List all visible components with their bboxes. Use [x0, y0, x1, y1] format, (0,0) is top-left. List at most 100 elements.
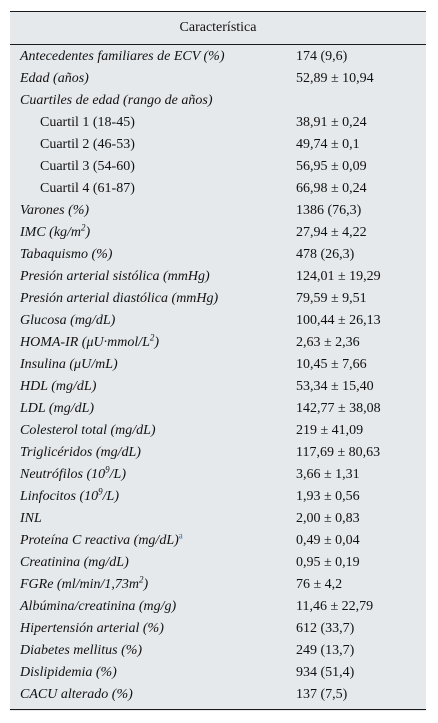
row-value: 478 (26,3) — [296, 247, 355, 262]
table-row: Varones (%) 1386 (76,3) — [10, 200, 426, 222]
row-label: IMC (kg/m2) — [10, 223, 285, 241]
row-label-text: HOMA-IR (μU·mmol/L — [20, 335, 150, 350]
row-label: Edad (años) — [20, 71, 89, 86]
row-value: 56,95 ± 0,09 — [296, 159, 367, 174]
row-value: 52,89 ± 10,94 — [296, 71, 374, 86]
table-row: HOMA-IR (μU·mmol/L2) 2,63 ± 2,36 — [10, 332, 426, 354]
footnote-link[interactable]: a — [178, 530, 183, 541]
superscript: 9 — [98, 486, 103, 497]
row-label: Hipertensión arterial (%) — [20, 621, 164, 636]
header-rule — [10, 44, 426, 45]
table-row: Cuartil 1 (18-45) 38,91 ± 0,24 — [10, 112, 426, 134]
row-label-text: FGRe (ml/min/1,73m — [20, 577, 139, 592]
row-value: 53,34 ± 15,40 — [296, 379, 374, 394]
row-value: 79,59 ± 9,51 — [296, 291, 367, 306]
row-value: 1,93 ± 0,56 — [296, 489, 360, 504]
row-label-suffix: ) — [154, 335, 160, 350]
row-value: 0,95 ± 0,19 — [296, 555, 360, 570]
row-label: Dislipidemia (%) — [20, 665, 117, 680]
row-label: Triglicéridos (mg/dL) — [20, 445, 141, 460]
row-value: 10,45 ± 7,66 — [296, 357, 367, 372]
row-value: 76 ± 4,2 — [296, 577, 343, 592]
row-label: Albúmina/creatinina (mg/g) — [20, 599, 177, 614]
row-label: Neutrófilos (109/L) — [10, 464, 285, 483]
row-label: Proteína C reactiva (mg/dL)a — [10, 530, 285, 549]
table-row: Albúmina/creatinina (mg/g) 11,46 ± 22,79 — [10, 596, 426, 618]
characteristics-table: Característica Antecedentes familiares d… — [10, 11, 426, 711]
table-row: Triglicéridos (mg/dL) 117,69 ± 80,63 — [10, 442, 426, 464]
row-label-suffix: ) — [143, 577, 149, 592]
table-row: Cuartiles de edad (rango de años) — [10, 90, 426, 112]
row-value: 219 ± 41,09 — [296, 423, 364, 438]
row-label-suffix: /L) — [102, 489, 120, 504]
table-row: Presión arterial sistólica (mmHg) 124,01 … — [10, 266, 426, 288]
row-label: Presión arterial diastólica (mmHg) — [20, 291, 219, 306]
table-row: Dislipidemia (%) 934 (51,4) — [10, 662, 426, 684]
superscript: 2 — [149, 332, 155, 343]
bottom-rule — [10, 709, 426, 710]
row-label: FGRe (ml/min/1,73m2) — [10, 575, 285, 593]
row-value: 2,00 ± 0,83 — [296, 511, 360, 526]
row-value: 27,94 ± 4,22 — [296, 225, 367, 240]
row-value: 100,44 ± 26,13 — [296, 313, 381, 328]
row-label: Varones (%) — [20, 203, 90, 218]
row-value: 3,66 ± 1,31 — [296, 467, 360, 482]
row-label: Cuartil 3 (54-60) — [40, 159, 135, 174]
row-label-text: Proteína C reactiva (mg/dL) — [20, 533, 179, 548]
row-label: LDL (mg/dL) — [20, 401, 95, 416]
table-row: Presión arterial diastólica (mmHg) 79,59 … — [10, 288, 426, 310]
row-value: 934 (51,4) — [296, 665, 355, 680]
row-label: Cuartil 1 (18-45) — [40, 115, 135, 130]
row-label: Presión arterial sistólica (mmHg) — [20, 269, 210, 284]
row-value: 142,77 ± 38,08 — [296, 401, 381, 416]
top-rule — [10, 11, 426, 12]
row-label-text: Neutrófilos (10 — [20, 467, 106, 482]
table-row: Glucosa (mg/dL) 100,44 ± 26,13 — [10, 310, 426, 332]
row-value: 124,01 ± 19,29 — [296, 269, 381, 284]
row-value: 249 (13,7) — [296, 643, 355, 658]
row-label: Cuartil 4 (61-87) — [40, 181, 135, 196]
header-title: Característica — [179, 20, 257, 35]
row-label: Tabaquismo (%) — [20, 247, 113, 262]
row-label: Creatinina (mg/dL) — [20, 555, 129, 570]
table-row: INL 2,00 ± 0,83 — [10, 508, 426, 530]
row-label: INL — [20, 511, 42, 526]
table-row: CACU alterado (%) 137 (7,5) — [10, 684, 426, 706]
table-row: HDL (mg/dL) 53,34 ± 15,40 — [10, 376, 426, 398]
row-label: CACU alterado (%) — [20, 687, 133, 702]
table-row: Diabetes mellitus (%) 249 (13,7) — [10, 640, 426, 662]
table-header: Característica — [10, 12, 426, 44]
row-value: 38,91 ± 0,24 — [296, 115, 367, 130]
superscript: 9 — [105, 464, 110, 475]
table-row: Edad (años) 52,89 ± 10,94 — [10, 68, 426, 90]
table-row: Hipertensión arterial (%) 612 (33,7) — [10, 618, 426, 640]
row-label-suffix: ) — [85, 225, 91, 240]
table-row: Proteína C reactiva (mg/dL)a 0,49 ± 0,04 — [10, 530, 426, 552]
row-value: 174 (9,6) — [296, 49, 348, 64]
row-value: 11,46 ± 22,79 — [296, 599, 374, 614]
row-label: HDL (mg/dL) — [20, 379, 97, 394]
table-row: Antecedentes familiares de ECV (%) 174 (9… — [10, 46, 426, 68]
table-row: Insulina (μU/mL) 10,45 ± 7,66 — [10, 354, 426, 376]
row-label: Cuartiles de edad (rango de años) — [20, 93, 213, 108]
table-row: Linfocitos (109/L) 1,93 ± 0,56 — [10, 486, 426, 508]
row-value: 0,49 ± 0,04 — [296, 533, 360, 548]
row-value: 49,74 ± 0,1 — [296, 137, 360, 152]
row-value: 117,69 ± 80,63 — [296, 445, 381, 460]
table-row: Cuartil 4 (61-87) 66,98 ± 0,24 — [10, 178, 426, 200]
row-label-suffix: /L) — [109, 467, 127, 482]
row-value: 612 (33,7) — [296, 621, 355, 636]
table-row: FGRe (ml/min/1,73m2) 76 ± 4,2 — [10, 574, 426, 596]
table-row: LDL (mg/dL) 142,77 ± 38,08 — [10, 398, 426, 420]
table-row: Cuartil 3 (54-60) 56,95 ± 0,09 — [10, 156, 426, 178]
table-body: Antecedentes familiares de ECV (%) 174 (9… — [10, 46, 426, 706]
table-row: Cuartil 2 (46-53) 49,74 ± 0,1 — [10, 134, 426, 156]
row-label: Linfocitos (109/L) — [10, 486, 285, 505]
row-label-text: Linfocitos (10 — [20, 489, 99, 504]
row-label: Glucosa (mg/dL) — [20, 313, 116, 328]
table-row: IMC (kg/m2) 27,94 ± 4,22 — [10, 222, 426, 244]
row-label-text: IMC (kg/m — [20, 225, 82, 240]
row-value: 2,63 ± 2,36 — [296, 335, 360, 350]
table-row: Colesterol total (mg/dL) 219 ± 41,09 — [10, 420, 426, 442]
row-label: Colesterol total (mg/dL) — [20, 423, 156, 438]
